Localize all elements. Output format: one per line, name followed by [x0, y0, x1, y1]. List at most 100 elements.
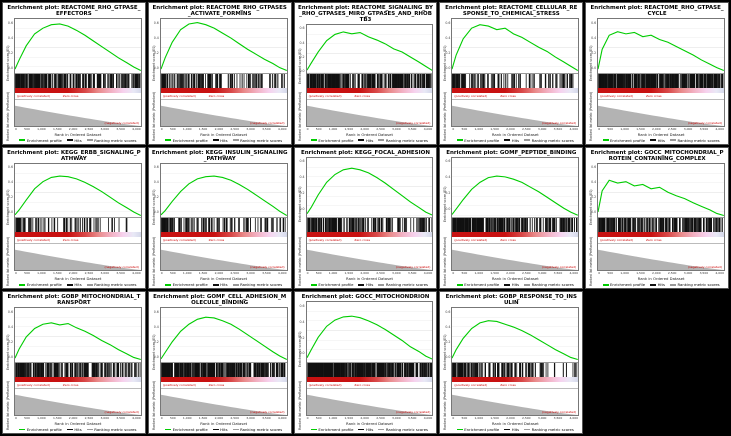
es-chart: [598, 19, 724, 73]
es-curve: [452, 25, 578, 71]
legend-swatch: [212, 284, 219, 286]
x-tick: 4,000: [277, 271, 287, 276]
panel-title-name: GOBP_MITOCHONDRIAL_TRANSPORT: [57, 294, 141, 307]
x-tick: 1,000: [182, 126, 192, 131]
ranking-metric-chart: (negatively correlated): [160, 388, 287, 415]
panel-title-name: REACTOME_RHO_GTPASES_ACTIVATE_FORMINS: [187, 5, 287, 17]
x-tick: 2,500: [522, 416, 531, 420]
x-tick: 1,000: [182, 416, 192, 420]
x-tick: 2,000: [68, 271, 78, 276]
y-axis-gutter: Enrichment score (ES) Ranked list metric…: [149, 163, 160, 289]
legend-item: Ranking metric scores: [232, 138, 282, 143]
es-tick: 0.4: [153, 180, 159, 185]
x-tick: 2,500: [376, 416, 385, 420]
es-tick: 0.6: [299, 26, 305, 31]
plot-box: (positively correlated) Zero cross (nega…: [14, 307, 142, 416]
neg-correlated-label: (negatively correlated): [396, 120, 431, 125]
es-curve: [15, 176, 141, 216]
legend-item: Enrichment profile: [19, 282, 62, 287]
x-tick: 2,000: [652, 126, 661, 131]
y-axis-gutter: Enrichment score (ES) Ranked list metric…: [3, 307, 14, 433]
x-tick: 3,000: [246, 271, 255, 276]
neg-correlated-label: (negatively correlated): [541, 410, 577, 414]
x-tick: 2,500: [84, 126, 94, 131]
x-tick-labels: 0 500 1,000 1,500 2,000 2,500 3,000 3,500 4,000: [451, 271, 579, 276]
x-axis-label: Rank in Ordered Dataset: [54, 276, 102, 282]
hits-group: [161, 218, 285, 232]
legend-item: Ranking metric scores: [524, 427, 574, 432]
charts-column: (positively correlated) Zero cross (nega…: [159, 307, 291, 433]
legend-item: Enrichment profile: [165, 282, 208, 287]
panel-legend: Enrichment profile Hits Ranking metric sco…: [451, 137, 579, 144]
x-tick-labels: 0 500 1,000 1,500 2,000 2,500 3,000 3,500 4,000: [306, 127, 434, 132]
annotation-strip: (positively correlated) Zero cross: [160, 92, 287, 99]
es-chart: [15, 308, 141, 362]
panel-title-name: REACTOME_RHO_GTPASE_EFFECTORS: [56, 5, 141, 17]
legend-item: Hits: [212, 138, 228, 143]
panel-body: Enrichment score (ES) Ranked list metric…: [149, 162, 291, 289]
es-curve: [307, 316, 433, 359]
metric-area: [15, 250, 141, 271]
x-tick: 3,000: [537, 126, 547, 131]
plot-box: (positively correlated) Zero cross (nega…: [305, 156, 434, 272]
y-axis-gutter: Enrichment score (ES) Ranked list metric…: [295, 24, 306, 144]
es-tick: 0.0: [7, 210, 13, 215]
x-tick: 2,500: [522, 126, 531, 131]
charts-column: (positively correlated) Zero cross (nega…: [159, 162, 291, 289]
es-tick: 0.0: [445, 355, 451, 360]
plot-box: (positively correlated) Zero cross (nega…: [451, 18, 580, 127]
ranking-heatmap: [452, 87, 579, 93]
es-tick: 0.4: [299, 319, 305, 324]
hits-group: [161, 74, 284, 88]
x-tick: 500: [169, 126, 176, 131]
es-tick: 0.2: [153, 50, 159, 55]
hits-group: [16, 218, 127, 232]
neg-correlated-label: (negatively correlated): [541, 265, 577, 270]
x-tick: 2,500: [376, 271, 385, 276]
x-tick: 500: [24, 416, 30, 420]
legend-swatch: [165, 284, 172, 286]
x-tick: 3,000: [246, 416, 255, 420]
neg-correlated-label: (negatively correlated): [250, 265, 285, 270]
x-tick: 1,500: [490, 126, 499, 131]
neg-correlated-label: (negatively correlated): [687, 265, 722, 270]
x-tick: 4,000: [132, 271, 141, 276]
panel-title-prefix: Enrichment plot:: [301, 294, 354, 301]
y-axis-gutter: Enrichment score (ES) Ranked list metric…: [586, 18, 597, 144]
x-tick: 2,000: [506, 271, 515, 276]
x-tick: 1,500: [636, 126, 645, 131]
panel-title: Enrichment plot: REACTOME_RHO_GTPASE_EFF…: [3, 3, 145, 18]
neg-correlated-label: (negatively correlated): [541, 120, 577, 125]
annotation-strip: (positively correlated) Zero cross: [306, 237, 433, 244]
legend-swatch: [19, 428, 26, 431]
hits-barcode: [15, 362, 141, 377]
pos-correlated-label: (positively correlated): [454, 93, 488, 98]
charts-column: (positively correlated) Zero cross (nega…: [451, 156, 582, 289]
es-tick: 0.0: [299, 206, 305, 211]
x-tick: 2,000: [360, 126, 369, 131]
x-tick: 0: [598, 271, 601, 276]
es-tick: 0.4: [299, 40, 305, 45]
hits-barcode: [452, 72, 579, 88]
plot-box: (positively correlated) Zero cross (nega…: [159, 307, 288, 416]
panel-body: Enrichment score (ES) Ranked list metric…: [440, 156, 582, 289]
legend-swatch: [212, 428, 219, 431]
legend-swatch: [669, 139, 676, 141]
x-tick: 2,500: [230, 416, 239, 420]
legend-swatch: [524, 139, 531, 141]
pos-correlated-label: (positively correlated): [308, 383, 342, 387]
legend-swatch: [66, 284, 73, 286]
x-tick: 3,000: [100, 416, 110, 420]
annotation-strip: (positively correlated) Zero cross: [598, 237, 724, 244]
legend-item: Ranking metric scores: [232, 427, 282, 432]
es-curve: [452, 176, 578, 215]
x-tick: 500: [607, 126, 614, 131]
legend-item: Enrichment profile: [456, 427, 499, 432]
metric-axis-label: Ranked list metric (PreRanked): [6, 236, 10, 286]
x-axis-label: Rank in Ordered Dataset: [637, 276, 685, 282]
pos-correlated-label: (positively correlated): [308, 93, 342, 98]
legend-swatch: [66, 428, 73, 431]
pos-correlated-label: (positively correlated): [17, 383, 50, 387]
legend-swatch: [378, 139, 385, 141]
x-tick: 500: [24, 126, 30, 131]
